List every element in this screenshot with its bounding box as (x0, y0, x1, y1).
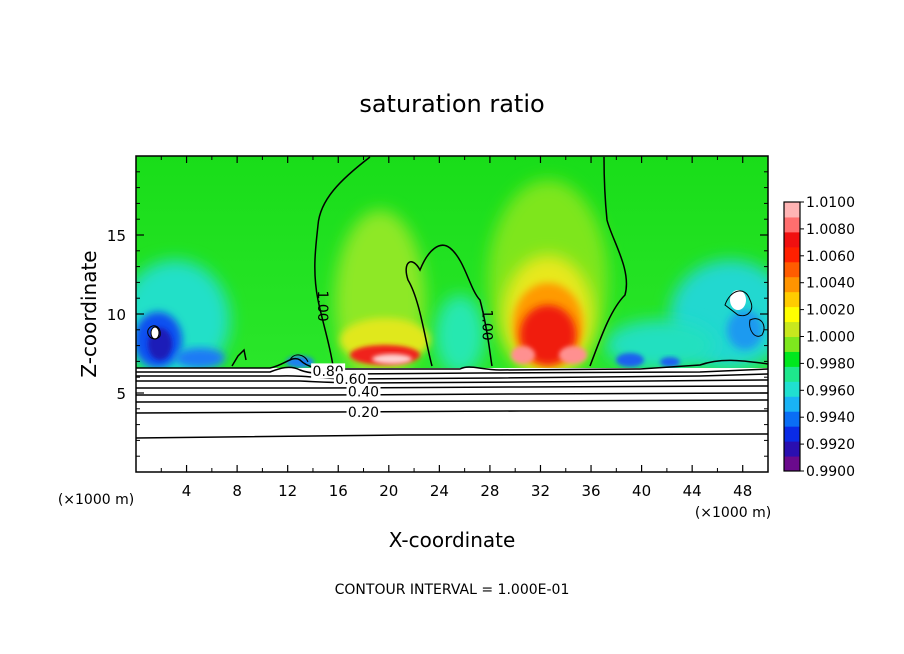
field-cyan-mid (435, 295, 485, 375)
contour-0-30 (136, 399, 768, 403)
contour-1-00-left2 (231, 348, 247, 367)
colorbar-swatch (784, 426, 800, 442)
colorbar-swatch (784, 336, 800, 352)
contour-label: 1.00 (314, 291, 330, 322)
field-pink-left (372, 354, 412, 364)
colorbar-label: 1.0100 (806, 195, 855, 211)
contour-interval-note: CONTOUR INTERVAL = 1.000E-01 (335, 582, 570, 598)
x-tick-label: 8 (232, 482, 242, 500)
contour-0-20 (136, 410, 768, 414)
contour-edge-right-1 (724, 290, 753, 317)
colorbar-label: 0.9940 (806, 410, 855, 426)
x-tick-label: 40 (632, 482, 651, 500)
y-tick-label: 5 (116, 385, 126, 403)
colorbar-label: 0.9960 (806, 383, 855, 399)
contour-edge-right-2 (749, 318, 765, 337)
field-blue-spot2 (660, 357, 680, 367)
contour-1-00-right (589, 156, 628, 367)
field-blue-left2 (175, 348, 225, 368)
x-tick-label: 48 (733, 482, 752, 500)
colorbar-swatch (784, 321, 800, 337)
contour-label: 1.00 (478, 309, 494, 340)
contour-label-bg (333, 371, 368, 387)
contour-label-bg (346, 404, 381, 420)
x-axis-ticks: 4 8 12 16 20 24 28 32 36 40 44 48 (160, 156, 752, 500)
contour-edge-left (147, 325, 161, 340)
colorbar-swatch (784, 261, 800, 278)
colorbar-swatch (784, 246, 800, 263)
chart-title: saturation ratio (359, 90, 544, 118)
colorbar-swatch (784, 456, 800, 472)
contour-label: 0.60 (335, 372, 366, 388)
contour-label: 0.40 (348, 384, 379, 400)
colorbar-swatch (784, 306, 800, 323)
colorbar-swatch (784, 441, 800, 457)
contour-0-40 (136, 392, 768, 396)
heatmap-field (136, 156, 768, 472)
contour-0-10 (136, 433, 768, 439)
contour-edge-mid (289, 354, 309, 363)
colorbar-label: 1.0020 (806, 303, 855, 319)
contour-1-00-mid (405, 244, 493, 367)
colorbar-swatch (784, 202, 800, 218)
colorbar-label: 1.0040 (806, 276, 855, 292)
contour-1-00-left (314, 156, 371, 367)
colorbar-swatch (784, 411, 800, 427)
field-white-top-right (730, 290, 746, 310)
contour-label-bg (346, 383, 381, 399)
colorbar-label: 1.0000 (806, 330, 855, 346)
x-tick-label: 4 (182, 482, 192, 500)
y-tick-label: 10 (107, 306, 126, 324)
x-tick-label: 32 (531, 482, 550, 500)
colorbar-label: 1.0060 (806, 249, 855, 265)
field-white-left (150, 326, 160, 340)
contour-0-50 (136, 385, 768, 389)
colorbar-swatch (784, 366, 800, 382)
colorbar-swatch (784, 276, 800, 293)
colorbar-label: 1.0080 (806, 222, 855, 238)
field-pink-core1 (511, 346, 535, 364)
field-blue-spot1 (616, 353, 644, 367)
x-tick-label: 44 (683, 482, 702, 500)
contour-label: 0.20 (348, 405, 379, 421)
x-tick-label: 36 (581, 482, 600, 500)
colorbar-swatch (784, 396, 800, 412)
field-lower-white (136, 368, 768, 472)
x-unit-left: (×1000 m) (58, 492, 134, 508)
x-tick-label: 16 (329, 482, 348, 500)
colorbar-label: 0.9920 (806, 437, 855, 453)
colorbar-swatch (784, 291, 800, 308)
colorbar-swatch (784, 351, 800, 367)
y-axis-ticks: 5 10 15 (107, 171, 768, 457)
colorbar-label: 0.9900 (806, 464, 855, 480)
field-blue-spot4 (727, 310, 763, 350)
x-unit-right: (×1000 m) (695, 505, 771, 521)
contour-base-0-90 (136, 357, 768, 371)
x-tick-label: 20 (379, 482, 398, 500)
y-tick-label: 15 (107, 227, 126, 245)
x-tick-label: 24 (430, 482, 449, 500)
colorbar-label: 0.9980 (806, 356, 855, 372)
colorbar-swatch (784, 216, 800, 233)
field-pink-core2 (559, 346, 587, 364)
x-tick-label: 12 (278, 482, 297, 500)
y-axis-label: Z-coordinate (77, 250, 101, 377)
x-tick-label: 28 (480, 482, 499, 500)
colorbar-swatch (784, 381, 800, 397)
contour-labels: 1.001.000.800.600.400.20 (311, 291, 494, 421)
colorbar-swatch (784, 231, 800, 248)
x-axis-label: X-coordinate (389, 528, 516, 552)
colorbar: 0.9900 0.9920 0.9940 0.9960 0.9980 1.0000 1.00… (783, 195, 855, 480)
